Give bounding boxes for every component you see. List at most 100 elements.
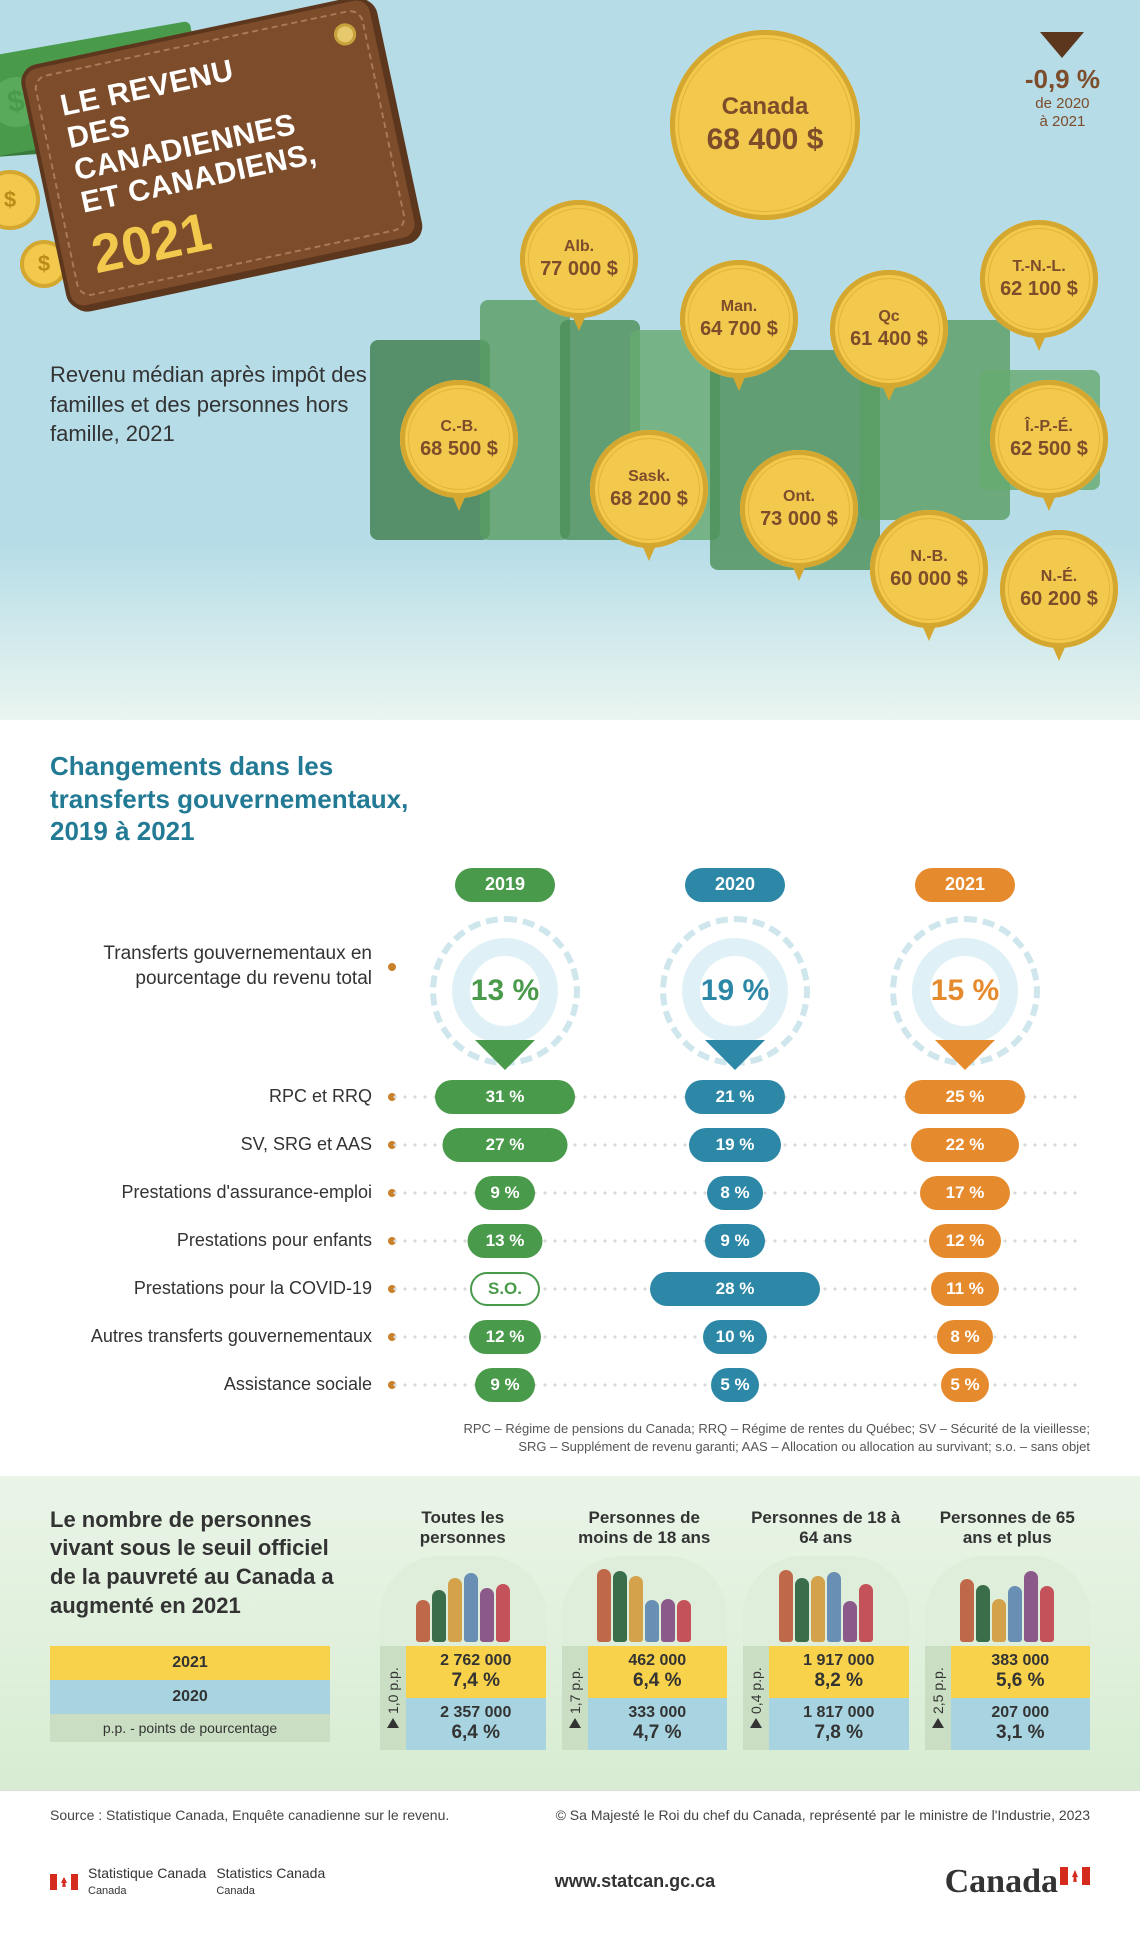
legend-pp-note: p.p. - points de pourcentage xyxy=(50,1714,330,1742)
transfer-cell: 22 % xyxy=(850,1128,1080,1162)
footer-url: www.statcan.gc.ca xyxy=(555,1871,715,1892)
poverty-group: Personnes de 65 ans et plus 2,5 p.p. 383… xyxy=(925,1506,1091,1750)
transfer-bar: 19 % xyxy=(689,1128,781,1162)
people-illustration xyxy=(743,1556,909,1646)
legend-2021: 2021 xyxy=(50,1646,330,1680)
transfer-row-label: Prestations pour enfants xyxy=(50,1230,390,1251)
poverty-group-name: Personnes de 65 ans et plus xyxy=(925,1506,1091,1548)
poverty-group-name: Toutes les personnes xyxy=(380,1506,546,1548)
poverty-group-name: Personnes de moins de 18 ans xyxy=(562,1506,728,1548)
canada-map: Canada 68 400 $ Alb.77 000 $Man.64 700 $… xyxy=(340,170,1120,670)
transfer-bar: 12 % xyxy=(929,1224,1001,1258)
province-coin: Ont.73 000 $ xyxy=(740,450,858,568)
transfer-bar: 25 % xyxy=(905,1080,1025,1114)
donut-percent: 19 % xyxy=(682,938,788,1044)
transfer-cell: 5 % xyxy=(620,1368,850,1402)
coin-decoration xyxy=(0,170,40,230)
poverty-section: Le nombre de personnes vivant sous le se… xyxy=(0,1476,1140,1790)
donut-percent: 15 % xyxy=(912,938,1018,1044)
poverty-heading: Le nombre de personnes vivant sous le se… xyxy=(50,1506,350,1620)
transfer-bar: 8 % xyxy=(937,1320,993,1354)
transfer-cell: S.O. xyxy=(390,1272,620,1306)
statcan-signature: Statistique CanadaCanada Statistics Cana… xyxy=(50,1866,325,1897)
down-triangle-icon xyxy=(1040,32,1084,58)
transfer-cell: 13 % xyxy=(390,1224,620,1258)
transfers-heading: Changements dans les transferts gouverne… xyxy=(50,750,410,848)
year-donut: 2019 13 % xyxy=(390,868,620,1066)
pp-change: 0,4 p.p. xyxy=(743,1646,769,1750)
transfers-section: Changements dans les transferts gouverne… xyxy=(0,720,1140,1476)
transfer-bar: 22 % xyxy=(911,1128,1019,1162)
poverty-legend: 2021 2020 p.p. - points de pourcentage xyxy=(50,1646,330,1742)
poverty-2021-row: 462 0006,4 % xyxy=(588,1646,728,1698)
people-illustration xyxy=(925,1556,1091,1646)
transfer-cell: 11 % xyxy=(850,1272,1080,1306)
transfer-bar: 9 % xyxy=(475,1176,535,1210)
poverty-2020-row: 1 817 0007,8 % xyxy=(769,1698,909,1750)
transfer-row-label: RPC et RRQ xyxy=(50,1086,390,1107)
transfer-bar: 11 % xyxy=(931,1272,999,1306)
transfer-cell: 9 % xyxy=(620,1224,850,1258)
transfer-cell: 10 % xyxy=(620,1320,850,1354)
national-change: -0,9 % de 2020à 2021 xyxy=(1025,32,1100,131)
map-section: $ LE REVENU DES CANADIENNES ET CANADIENS… xyxy=(0,0,1140,720)
transfer-bar: S.O. xyxy=(470,1272,540,1306)
poverty-group: Toutes les personnes 1,0 p.p. 2 762 0007… xyxy=(380,1506,546,1750)
canada-coin: Canada 68 400 $ xyxy=(670,30,860,220)
transfer-bar: 9 % xyxy=(705,1224,765,1258)
transfer-cell: 21 % xyxy=(620,1080,850,1114)
transfer-row-label: Prestations d'assurance-emploi xyxy=(50,1182,390,1203)
transfer-bar: 12 % xyxy=(469,1320,541,1354)
delta-percent: -0,9 % xyxy=(1025,64,1100,95)
poverty-2020-row: 207 0003,1 % xyxy=(951,1698,1091,1750)
poverty-2020-row: 2 357 0006,4 % xyxy=(406,1698,546,1750)
poverty-2021-row: 383 0005,6 % xyxy=(951,1646,1091,1698)
map-subheading: Revenu médian après impôt des familles e… xyxy=(50,360,370,449)
year-pill: 2019 xyxy=(455,868,555,902)
transfer-row-label: Prestations pour la COVID-19 xyxy=(50,1278,390,1299)
transfer-bar: 9 % xyxy=(475,1368,535,1402)
transfer-cell: 28 % xyxy=(620,1272,850,1306)
footer: Statistique CanadaCanada Statistics Cana… xyxy=(0,1839,1140,1941)
transfer-cell: 25 % xyxy=(850,1080,1080,1114)
transfer-cell: 27 % xyxy=(390,1128,620,1162)
poverty-2020-row: 333 0004,7 % xyxy=(588,1698,728,1750)
transfer-row-label: Assistance sociale xyxy=(50,1374,390,1395)
poverty-group: Personnes de moins de 18 ans 1,7 p.p. 46… xyxy=(562,1506,728,1750)
canada-flag-icon xyxy=(1060,1867,1090,1885)
transfer-bar: 17 % xyxy=(920,1176,1010,1210)
transfers-side-label: Transferts gouvernementaux en pourcentag… xyxy=(50,942,390,991)
donut-percent: 13 % xyxy=(452,938,558,1044)
people-illustration xyxy=(380,1556,546,1646)
province-coin: Man.64 700 $ xyxy=(680,260,798,378)
people-illustration xyxy=(562,1556,728,1646)
transfer-bar: 28 % xyxy=(650,1272,820,1306)
poverty-group-name: Personnes de 18 à 64 ans xyxy=(743,1506,909,1548)
transfer-bar: 27 % xyxy=(443,1128,568,1162)
canada-wordmark: Canada xyxy=(945,1863,1090,1901)
transfer-bar: 21 % xyxy=(685,1080,785,1114)
year-pill: 2020 xyxy=(685,868,785,902)
province-coin: Qc61 400 $ xyxy=(830,270,948,388)
transfer-cell: 9 % xyxy=(390,1368,620,1402)
transfer-cell: 8 % xyxy=(620,1176,850,1210)
pp-change: 1,7 p.p. xyxy=(562,1646,588,1750)
copyright-text: © Sa Majesté le Roi du chef du Canada, r… xyxy=(556,1807,1090,1823)
abbreviations-note: RPC – Régime de pensions du Canada; RRQ … xyxy=(50,1420,1090,1456)
province-coin: Alb.77 000 $ xyxy=(520,200,638,318)
source-line: Source : Statistique Canada, Enquête can… xyxy=(0,1790,1140,1839)
province-coin: N.-B.60 000 $ xyxy=(870,510,988,628)
pp-change: 2,5 p.p. xyxy=(925,1646,951,1750)
pp-change: 1,0 p.p. xyxy=(380,1646,406,1750)
transfer-cell: 5 % xyxy=(850,1368,1080,1402)
transfer-cell: 19 % xyxy=(620,1128,850,1162)
transfer-row-label: Autres transferts gouvernementaux xyxy=(50,1326,390,1347)
province-coin: N.-É.60 200 $ xyxy=(1000,530,1118,648)
transfer-cell: 31 % xyxy=(390,1080,620,1114)
province-coin: C.-B.68 500 $ xyxy=(400,380,518,498)
source-text: Source : Statistique Canada, Enquête can… xyxy=(50,1807,449,1823)
poverty-2021-row: 2 762 0007,4 % xyxy=(406,1646,546,1698)
year-pill: 2021 xyxy=(915,868,1015,902)
transfer-bar: 31 % xyxy=(435,1080,575,1114)
transfer-cell: 17 % xyxy=(850,1176,1080,1210)
